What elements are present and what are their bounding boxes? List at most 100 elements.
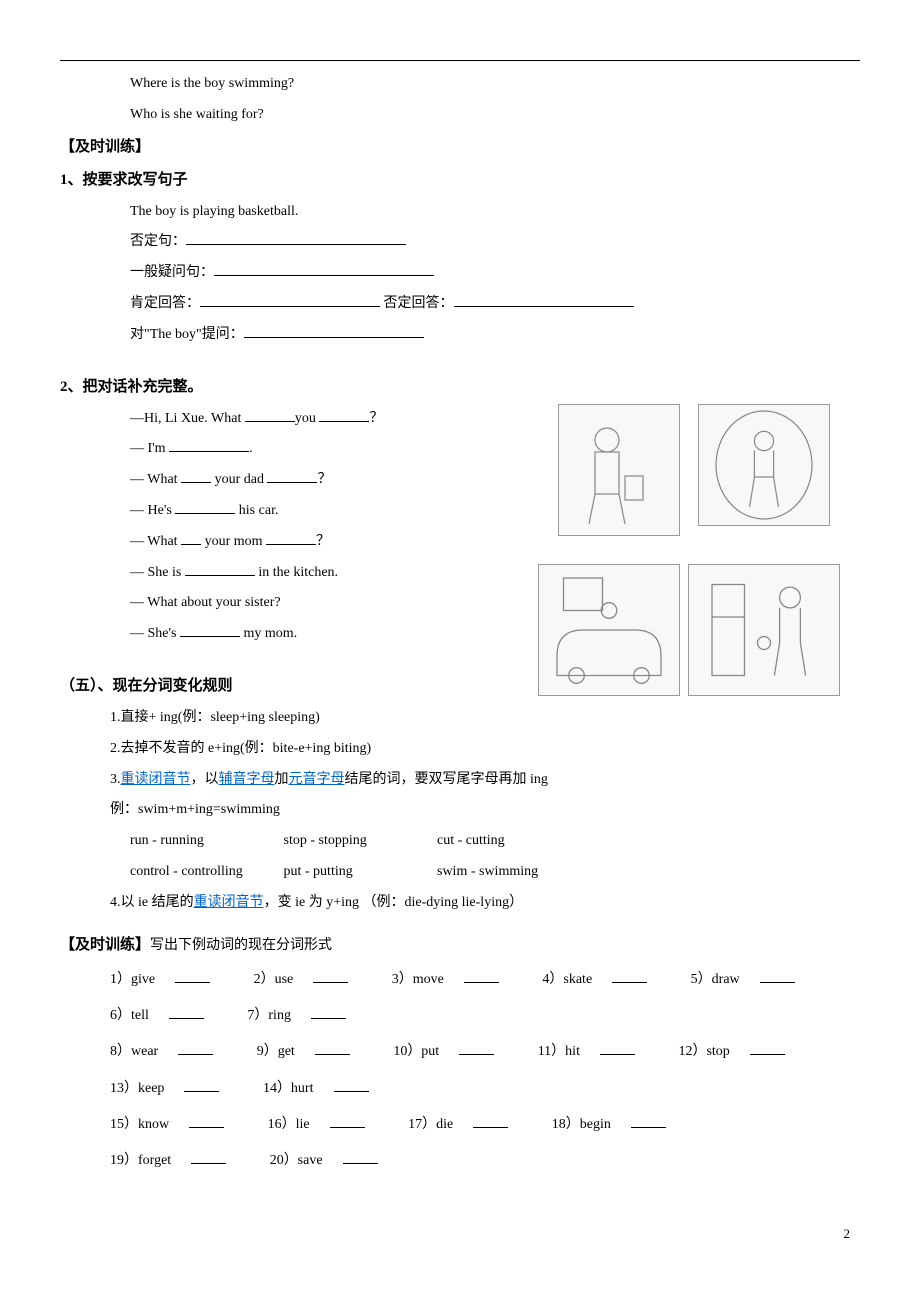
d2-b1[interactable] [181, 468, 211, 483]
blank-neg[interactable] [186, 230, 406, 245]
d4-mid: your mom [201, 534, 266, 549]
section1-genq: 一般疑问句： [130, 258, 860, 289]
d0-b1[interactable] [245, 407, 295, 422]
section1-wh: 对"The boy"提问： [130, 320, 860, 351]
v18-t: 18）begin [552, 1107, 611, 1143]
w-swim: swim - swimming [437, 857, 587, 888]
v12-b[interactable] [750, 1040, 785, 1055]
w-stop: stop - stopping [284, 826, 434, 857]
v10: 10）put [393, 1034, 514, 1070]
v9-t: 9）get [257, 1034, 295, 1070]
d4-pre: — What [130, 534, 181, 549]
d0-b2[interactable] [319, 407, 369, 422]
negans-label: 否定回答： [384, 296, 454, 311]
d0-mid: you [295, 411, 320, 426]
v6-b[interactable] [169, 1004, 204, 1019]
v18-b[interactable] [631, 1113, 666, 1128]
v1: 1）give [110, 962, 230, 998]
spacer3 [60, 919, 860, 929]
spacer [60, 351, 860, 371]
v4-t: 4）skate [542, 962, 592, 998]
w-control: control - controlling [130, 857, 280, 888]
v14: 14）hurt [263, 1071, 389, 1107]
rule3: 3.重读闭音节，以辅音字母加元音字母结尾的词，要双写尾字母再加 ing [110, 765, 860, 796]
r4-link[interactable]: 重读闭音节 [194, 895, 264, 910]
d2-pre: — What [130, 472, 181, 487]
v7-b[interactable] [311, 1004, 346, 1019]
d4-b2[interactable] [266, 530, 316, 545]
d7-b1[interactable] [180, 622, 240, 637]
d4-b1[interactable] [181, 530, 201, 545]
v16-b[interactable] [330, 1113, 365, 1128]
verb-row-1: 1）give 2）use 3）move 4）skate 5）draw 6）tel… [110, 962, 860, 1035]
r3-link2[interactable]: 辅音字母 [219, 772, 275, 787]
practice-heading: 【及时训练】 [60, 131, 860, 164]
v5-b[interactable] [760, 968, 795, 983]
aff-label: 肯定回答： [130, 296, 200, 311]
v17: 17）die [408, 1107, 528, 1143]
v17-b[interactable] [473, 1113, 508, 1128]
v2-b[interactable] [313, 968, 348, 983]
w-run: run - running [130, 826, 280, 857]
v16: 16）lie [268, 1107, 385, 1143]
v19: 19）forget [110, 1143, 246, 1179]
illustration-girl-skipping [698, 404, 830, 526]
illustration-car-wash [538, 564, 680, 696]
v9-b[interactable] [315, 1040, 350, 1055]
v19-b[interactable] [191, 1149, 226, 1164]
d1-b1[interactable] [169, 437, 249, 452]
section1-aff-neg: 肯定回答： 否定回答： [130, 289, 860, 320]
v20-b[interactable] [343, 1149, 378, 1164]
practice2-post: 写出下例动词的现在分词形式 [150, 938, 332, 953]
example-line-1: Where is the boy swimming? [130, 69, 860, 100]
d6-pre: — What about your sister? [130, 595, 281, 610]
v8-b[interactable] [178, 1040, 213, 1055]
v5: 5）draw [691, 962, 815, 998]
v3-t: 3）move [392, 962, 444, 998]
r3-post: 结尾的词，要双写尾字母再加 ing [345, 772, 548, 787]
v11: 11）hit [538, 1034, 655, 1070]
r3-link1[interactable]: 重读闭音节 [121, 772, 191, 787]
v1-t: 1）give [110, 962, 155, 998]
d5-pre: — She is [130, 565, 185, 580]
r4-pre: 4.以 ie 结尾的 [110, 895, 194, 910]
d2-mid: your dad [211, 472, 267, 487]
rule3-ex: 例：swim+m+ing=swimming [110, 795, 860, 826]
rule2: 2.去掉不发音的 e+ing(例：bite-e+ing biting) [110, 734, 860, 765]
practice2-pre: 【及时训练】 [60, 937, 150, 953]
top-rule [60, 60, 860, 61]
v12-t: 12）stop [678, 1034, 729, 1070]
v7-t: 7）ring [247, 998, 291, 1034]
v3-b[interactable] [464, 968, 499, 983]
d3-pre: — He's [130, 503, 175, 518]
d2-b2[interactable] [267, 468, 317, 483]
blank-wh[interactable] [244, 323, 424, 338]
section2-title: 2、把对话补充完整。 [60, 371, 860, 404]
blank-genq[interactable] [214, 261, 434, 276]
r4-post: ，变 ie 为 y+ing （例：die-dying lie-lying） [264, 895, 523, 910]
d5-b1[interactable] [185, 561, 255, 576]
v14-b[interactable] [334, 1077, 369, 1092]
v16-t: 16）lie [268, 1107, 310, 1143]
v15-b[interactable] [189, 1113, 224, 1128]
r3-m1: ，以 [191, 772, 219, 787]
wh-mid: The boy [150, 327, 196, 342]
v10-b[interactable] [459, 1040, 494, 1055]
v20: 20）save [270, 1143, 398, 1179]
v8-t: 8）wear [110, 1034, 158, 1070]
v18: 18）begin [552, 1107, 686, 1143]
d2-post: ？ [317, 472, 331, 487]
r3-link3[interactable]: 元音字母 [289, 772, 345, 787]
section1-neg: 否定句： [130, 227, 860, 258]
v1-b[interactable] [175, 968, 210, 983]
v13-b[interactable] [184, 1077, 219, 1092]
v5-t: 5）draw [691, 962, 740, 998]
d1-pre: — I'm [130, 441, 169, 456]
d3-b1[interactable] [175, 499, 235, 514]
blank-negans[interactable] [454, 292, 634, 307]
v4-b[interactable] [612, 968, 647, 983]
r3-m2: 加 [275, 772, 289, 787]
blank-aff[interactable] [200, 292, 380, 307]
v11-b[interactable] [600, 1040, 635, 1055]
practice2-heading: 【及时训练】写出下例动词的现在分词形式 [60, 929, 860, 962]
